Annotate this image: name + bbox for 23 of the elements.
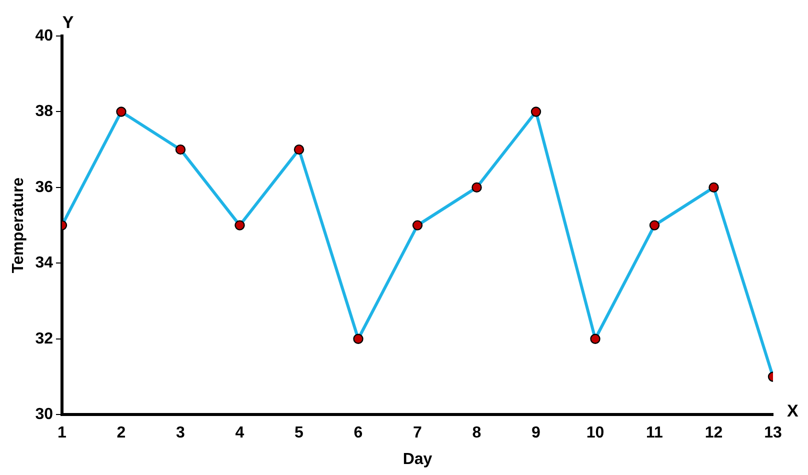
x-tick-label: 6 (354, 424, 363, 442)
text: X (787, 401, 799, 420)
y-tick-label: 34 (35, 254, 54, 272)
y-tick-label: 32 (35, 330, 54, 348)
y-tick-label: 38 (35, 103, 54, 120)
y-tick-label: 36 (35, 178, 54, 196)
y-tick-label: 30 (35, 406, 54, 424)
x-tick-label: 13 (764, 424, 782, 442)
x-tick-label: 11 (646, 424, 664, 442)
x-tick-label: 5 (294, 424, 304, 442)
text: Y (62, 13, 74, 32)
x-tick-label: 1 (58, 424, 67, 442)
x-tick-label: 12 (704, 424, 723, 442)
x-tick-label: 8 (472, 424, 482, 442)
x-tick-label: 9 (532, 424, 541, 442)
x-tick-label: 10 (586, 424, 604, 442)
x-axis-title: Day (402, 450, 432, 468)
x-tick-label: 4 (235, 424, 244, 442)
y-tick-label: 40 (35, 27, 54, 44)
x-tick-label: 7 (413, 424, 422, 442)
x-tick-label: 3 (176, 424, 186, 442)
x-tick-label: 2 (116, 424, 126, 442)
y-axis-title: Temperature (10, 177, 28, 274)
